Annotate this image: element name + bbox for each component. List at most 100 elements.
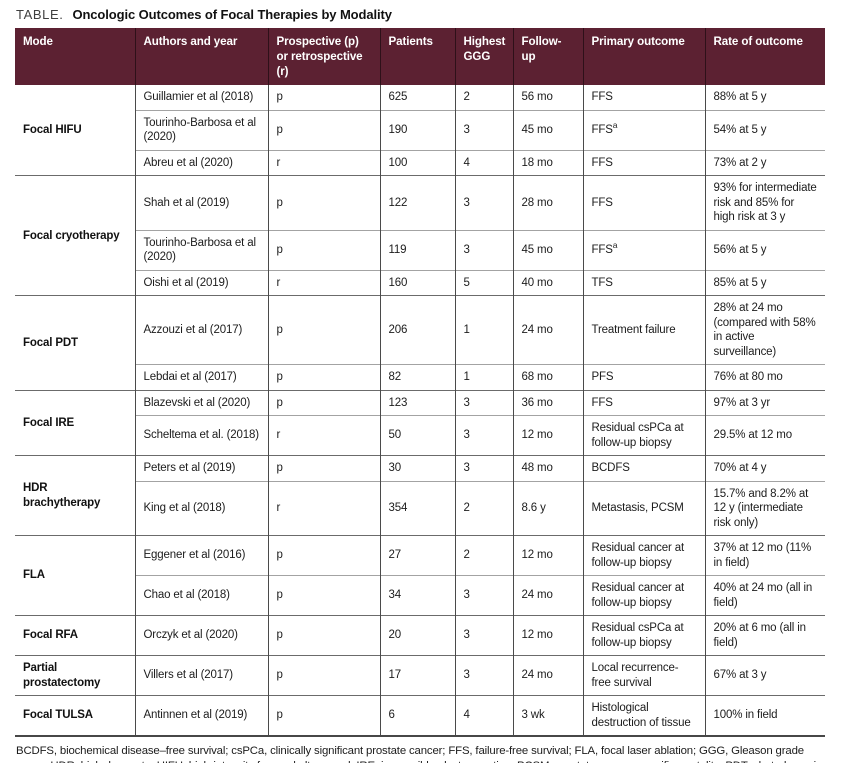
primary-cell: Treatment failure xyxy=(582,295,705,365)
table-row: Abreu et al (2020) r 100 4 18 mo FFS 73% at 2 … xyxy=(15,149,825,176)
table-row: Partial prostatectomy Villers et al (2017… xyxy=(15,655,825,696)
author-cell: Antinnen et al (2019) xyxy=(134,695,268,736)
rate-cell: 37% at 12 mo (11% in field) xyxy=(704,535,825,576)
rate-cell: 28% at 24 mo (compared with 58% in activ… xyxy=(704,295,825,365)
table-row: HDR brachytherapy Peters et al (2019) p 30 3… xyxy=(15,455,825,536)
rate-cell: 15.7% and 8.2% at 12 y (intermediate ris… xyxy=(704,480,825,536)
design-cell: p xyxy=(267,85,380,111)
mode-cell: Focal cryotherapy xyxy=(15,175,135,296)
patients-cell: 30 xyxy=(379,455,455,482)
table-row: Chao et al (2018) p 34 3 24 mo Residual cance… xyxy=(15,575,825,616)
author-cell: Orczyk et al (2020) xyxy=(134,615,268,656)
mode-cell: FLA xyxy=(15,535,135,616)
primary-cell: TFS xyxy=(582,269,705,296)
table-row: Tourinho-Barbosa et al (2020) p 119 3 45 mo F… xyxy=(15,229,825,271)
author-cell: Lebdai et al (2017) xyxy=(134,364,268,391)
patients-cell: 27 xyxy=(379,535,455,576)
column-header: Highest GGG xyxy=(454,28,513,86)
header-row: Mode Authors and year Prospective (p) or r… xyxy=(15,28,825,86)
table-row: FLA Eggener et al (2016) p 27 2 12 mo Residual… xyxy=(15,535,825,616)
primary-cell: FFSa xyxy=(582,109,705,151)
followup-cell: 68 mo xyxy=(512,364,583,391)
author-cell: Abreu et al (2020) xyxy=(134,149,268,176)
table-row: King et al (2018) r 354 2 8.6 y Metastasis, P… xyxy=(15,480,825,536)
patients-cell: 122 xyxy=(379,175,455,231)
design-cell: p xyxy=(267,389,380,416)
table-row: Oishi et al (2019) r 160 5 40 mo TFS 85% at 5 … xyxy=(15,269,825,296)
rate-cell: 100% in field xyxy=(704,695,825,736)
followup-cell: 24 mo xyxy=(512,655,583,696)
ggg-cell: 4 xyxy=(454,149,513,176)
rate-cell: 54% at 5 y xyxy=(704,109,825,151)
primary-cell: FFS xyxy=(582,85,705,111)
column-header: Prospective (p) or retrospective (r) xyxy=(267,28,380,86)
ggg-cell: 2 xyxy=(454,480,513,536)
rate-cell: 93% for intermediate risk and 85% for hi… xyxy=(704,175,825,231)
author-cell: Scheltema et al. (2018) xyxy=(134,415,268,456)
footnote-text: BCDFS, biochemical disease–free survival… xyxy=(16,744,822,763)
rate-cell: 20% at 6 mo (all in field) xyxy=(704,615,825,656)
mode-cell: Focal PDT xyxy=(15,295,135,391)
design-cell: r xyxy=(267,149,380,176)
followup-cell: 12 mo xyxy=(512,615,583,656)
followup-cell: 3 wk xyxy=(512,695,583,736)
followup-cell: 8.6 y xyxy=(512,480,583,536)
design-cell: p xyxy=(267,655,380,696)
patients-cell: 354 xyxy=(379,480,455,536)
primary-cell: FFS xyxy=(582,175,705,231)
mode-cell: HDR brachytherapy xyxy=(15,455,135,536)
patients-cell: 17 xyxy=(379,655,455,696)
rate-cell: 88% at 5 y xyxy=(704,85,825,111)
followup-cell: 12 mo xyxy=(512,415,583,456)
column-header: Patients xyxy=(379,28,455,86)
design-cell: p xyxy=(267,455,380,482)
author-cell: Tourinho-Barbosa et al (2020) xyxy=(134,229,268,271)
ggg-cell: 3 xyxy=(454,455,513,482)
followup-cell: 24 mo xyxy=(512,575,583,616)
ggg-cell: 3 xyxy=(454,175,513,231)
patients-cell: 119 xyxy=(379,229,455,271)
primary-cell: Residual cancer at follow-up biopsy xyxy=(582,535,705,576)
ggg-cell: 3 xyxy=(454,229,513,271)
rate-cell: 56% at 5 y xyxy=(704,229,825,271)
patients-cell: 50 xyxy=(379,415,455,456)
table-row: Focal TULSA Antinnen et al (2019) p 6 4 3 wk H… xyxy=(15,695,825,736)
rate-cell: 73% at 2 y xyxy=(704,149,825,176)
mode-cell: Partial prostatectomy xyxy=(15,655,135,696)
ggg-cell: 4 xyxy=(454,695,513,736)
design-cell: p xyxy=(267,109,380,151)
author-cell: Guillamier et al (2018) xyxy=(134,85,268,111)
table-row: Lebdai et al (2017) p 82 1 68 mo PFS 76% at 80… xyxy=(15,364,825,391)
author-cell: Eggener et al (2016) xyxy=(134,535,268,576)
rate-cell: 67% at 3 y xyxy=(704,655,825,696)
primary-cell: BCDFS xyxy=(582,455,705,482)
patients-cell: 206 xyxy=(379,295,455,365)
oncologic-outcomes-table: Mode Authors and year Prospective (p) or r… xyxy=(15,28,825,737)
primary-cell: Metastasis, PCSM xyxy=(582,480,705,536)
table-row: Tourinho-Barbosa et al (2020) p 190 3 45 mo F… xyxy=(15,109,825,151)
ggg-cell: 5 xyxy=(454,269,513,296)
followup-cell: 45 mo xyxy=(512,109,583,151)
followup-cell: 56 mo xyxy=(512,85,583,111)
design-cell: p xyxy=(267,364,380,391)
primary-cell: Residual cancer at follow-up biopsy xyxy=(582,575,705,616)
followup-cell: 45 mo xyxy=(512,229,583,271)
ggg-cell: 3 xyxy=(454,575,513,616)
patients-cell: 20 xyxy=(379,615,455,656)
author-cell: King et al (2018) xyxy=(134,480,268,536)
rate-cell: 85% at 5 y xyxy=(704,269,825,296)
followup-cell: 28 mo xyxy=(512,175,583,231)
author-cell: Villers et al (2017) xyxy=(134,655,268,696)
rate-cell: 40% at 24 mo (all in field) xyxy=(704,575,825,616)
table-row: Focal HIFU Guillamier et al (2018) p 625 2 56… xyxy=(15,85,825,136)
table-row: Focal IRE Blazevski et al (2020) p 123 3 36 m… xyxy=(15,389,825,456)
patients-cell: 625 xyxy=(379,85,455,111)
ggg-cell: 3 xyxy=(454,109,513,151)
design-cell: p xyxy=(267,535,380,576)
ggg-cell: 3 xyxy=(454,655,513,696)
patients-cell: 160 xyxy=(379,269,455,296)
table-row: Scheltema et al. (2018) r 50 3 12 mo Residual… xyxy=(15,415,825,456)
rate-cell: 97% at 3 yr xyxy=(704,389,825,416)
author-cell: Shah et al (2019) xyxy=(134,175,268,231)
ggg-cell: 1 xyxy=(454,364,513,391)
